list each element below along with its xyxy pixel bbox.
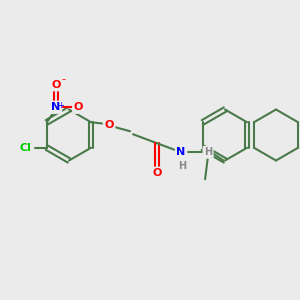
Text: +: + (57, 101, 64, 110)
Text: O: O (104, 120, 114, 130)
Text: N: N (176, 147, 186, 157)
Text: Cl: Cl (20, 143, 32, 153)
Text: -: - (62, 74, 66, 84)
Text: H: H (178, 161, 187, 171)
Text: O: O (51, 80, 61, 90)
Text: H: H (204, 147, 212, 157)
Text: N: N (51, 102, 61, 112)
Text: O: O (152, 168, 162, 178)
Text: O: O (74, 102, 83, 112)
